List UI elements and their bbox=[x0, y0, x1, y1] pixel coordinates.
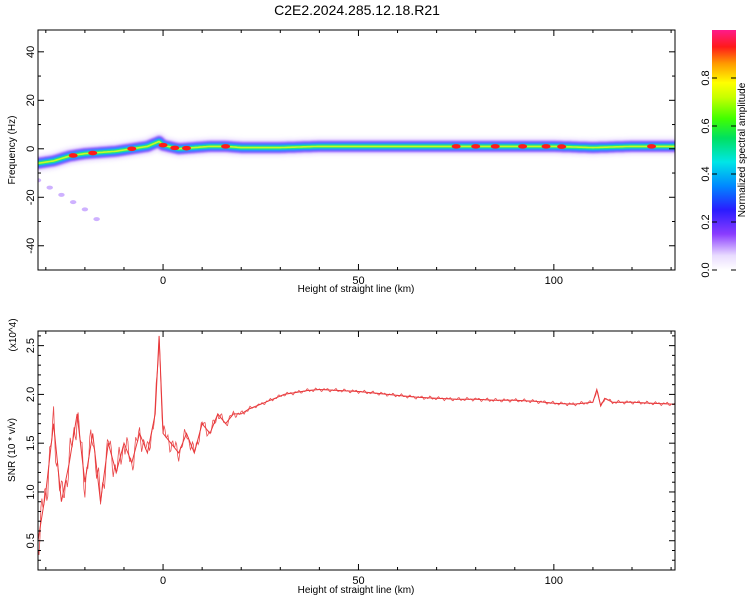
spectrogram-axes: -40 -20 0 20 40 0 50 100 bbox=[25, 30, 675, 287]
heatmap-peak bbox=[471, 144, 481, 149]
snr-y-label: SNR (10 * v/v) bbox=[7, 418, 18, 482]
x-tick-label: 100 bbox=[545, 575, 563, 587]
heatmap-peak bbox=[557, 144, 567, 149]
snr-series-line bbox=[38, 335, 675, 541]
heatmap-peak bbox=[221, 144, 231, 149]
heatmap-peak bbox=[88, 150, 98, 156]
heatmap-peak bbox=[451, 144, 461, 149]
y-tick-label: 1.0 bbox=[25, 484, 37, 499]
y-tick-label: -40 bbox=[25, 238, 37, 254]
snr-panel: 0.5 1.0 1.5 2.0 2.5 0 50 100 Height of straight… bbox=[7, 318, 676, 596]
heatmap-peak bbox=[518, 144, 528, 149]
heatmap-branch-point bbox=[46, 185, 53, 190]
heatmap-branch-point bbox=[93, 217, 100, 222]
spectrogram-frame bbox=[37, 29, 676, 271]
y-tick-label: 20 bbox=[25, 94, 37, 106]
colorbar-gradient bbox=[712, 30, 736, 270]
colorbar-tick-label: 0.0 bbox=[700, 262, 712, 277]
heatmap-peak bbox=[68, 153, 78, 158]
heatmap-peak bbox=[647, 144, 657, 149]
snr-axes: 0.5 1.0 1.5 2.0 2.5 0 50 100 bbox=[25, 331, 675, 587]
heatmap-branch-point bbox=[81, 207, 89, 212]
heatmap-branch-point bbox=[38, 178, 42, 183]
snr-y-multiplier: (x10^4) bbox=[8, 318, 19, 351]
snr-frame bbox=[37, 330, 676, 571]
x-tick-label: 0 bbox=[160, 275, 166, 287]
y-tick-label: 40 bbox=[25, 46, 37, 58]
spectrogram-x-label: Height of straight line (km) bbox=[298, 284, 415, 295]
y-tick-label: 2.5 bbox=[25, 338, 37, 353]
x-tick-label: 0 bbox=[160, 575, 166, 587]
heatmap-peak bbox=[182, 145, 192, 151]
colorbar-ticks: 0.0 0.2 0.4 0.6 0.8 bbox=[700, 70, 736, 278]
heatmap-peak bbox=[170, 145, 180, 151]
x-tick-label: 100 bbox=[545, 275, 563, 287]
heatmap-branch-point bbox=[58, 192, 65, 197]
colorbar-tick-label: 0.4 bbox=[700, 166, 712, 181]
spectrogram-heatmap bbox=[38, 133, 675, 222]
x-tick-label: 50 bbox=[352, 275, 364, 287]
heatmap-peak bbox=[490, 144, 500, 149]
colorbar-tick-label: 0.8 bbox=[700, 70, 712, 85]
chart-title: C2E2.2024.285.12.18.R21 bbox=[274, 2, 440, 18]
snr-plot-area bbox=[38, 335, 675, 555]
y-tick-label: 0.5 bbox=[25, 533, 37, 548]
heatmap-ridge-line bbox=[38, 140, 675, 165]
spectrogram-panel: -40 -20 0 20 40 0 50 100 Height of straight lin… bbox=[7, 29, 676, 295]
heatmap-peak bbox=[541, 144, 551, 149]
heatmap-peak bbox=[127, 146, 137, 152]
spectrogram-y-label: Frequency (Hz) bbox=[7, 116, 18, 185]
colorbar: 0.0 0.2 0.4 0.6 0.8 Normalized spectral ampl… bbox=[700, 30, 748, 278]
y-tick-label: 1.5 bbox=[25, 436, 37, 451]
y-tick-label: 2.0 bbox=[25, 387, 37, 402]
snr-series-detail bbox=[38, 337, 675, 555]
colorbar-tick-label: 0.2 bbox=[700, 214, 712, 229]
heatmap-branch-point bbox=[69, 200, 77, 205]
colorbar-tick-label: 0.6 bbox=[700, 118, 712, 133]
heatmap-peak bbox=[158, 142, 168, 148]
x-tick-label: 50 bbox=[352, 575, 364, 587]
snr-x-label: Height of straight line (km) bbox=[298, 585, 415, 596]
y-tick-label: 0 bbox=[25, 146, 37, 152]
colorbar-label: Normalized spectral amplitude bbox=[737, 82, 748, 217]
y-tick-label: -20 bbox=[25, 189, 37, 205]
